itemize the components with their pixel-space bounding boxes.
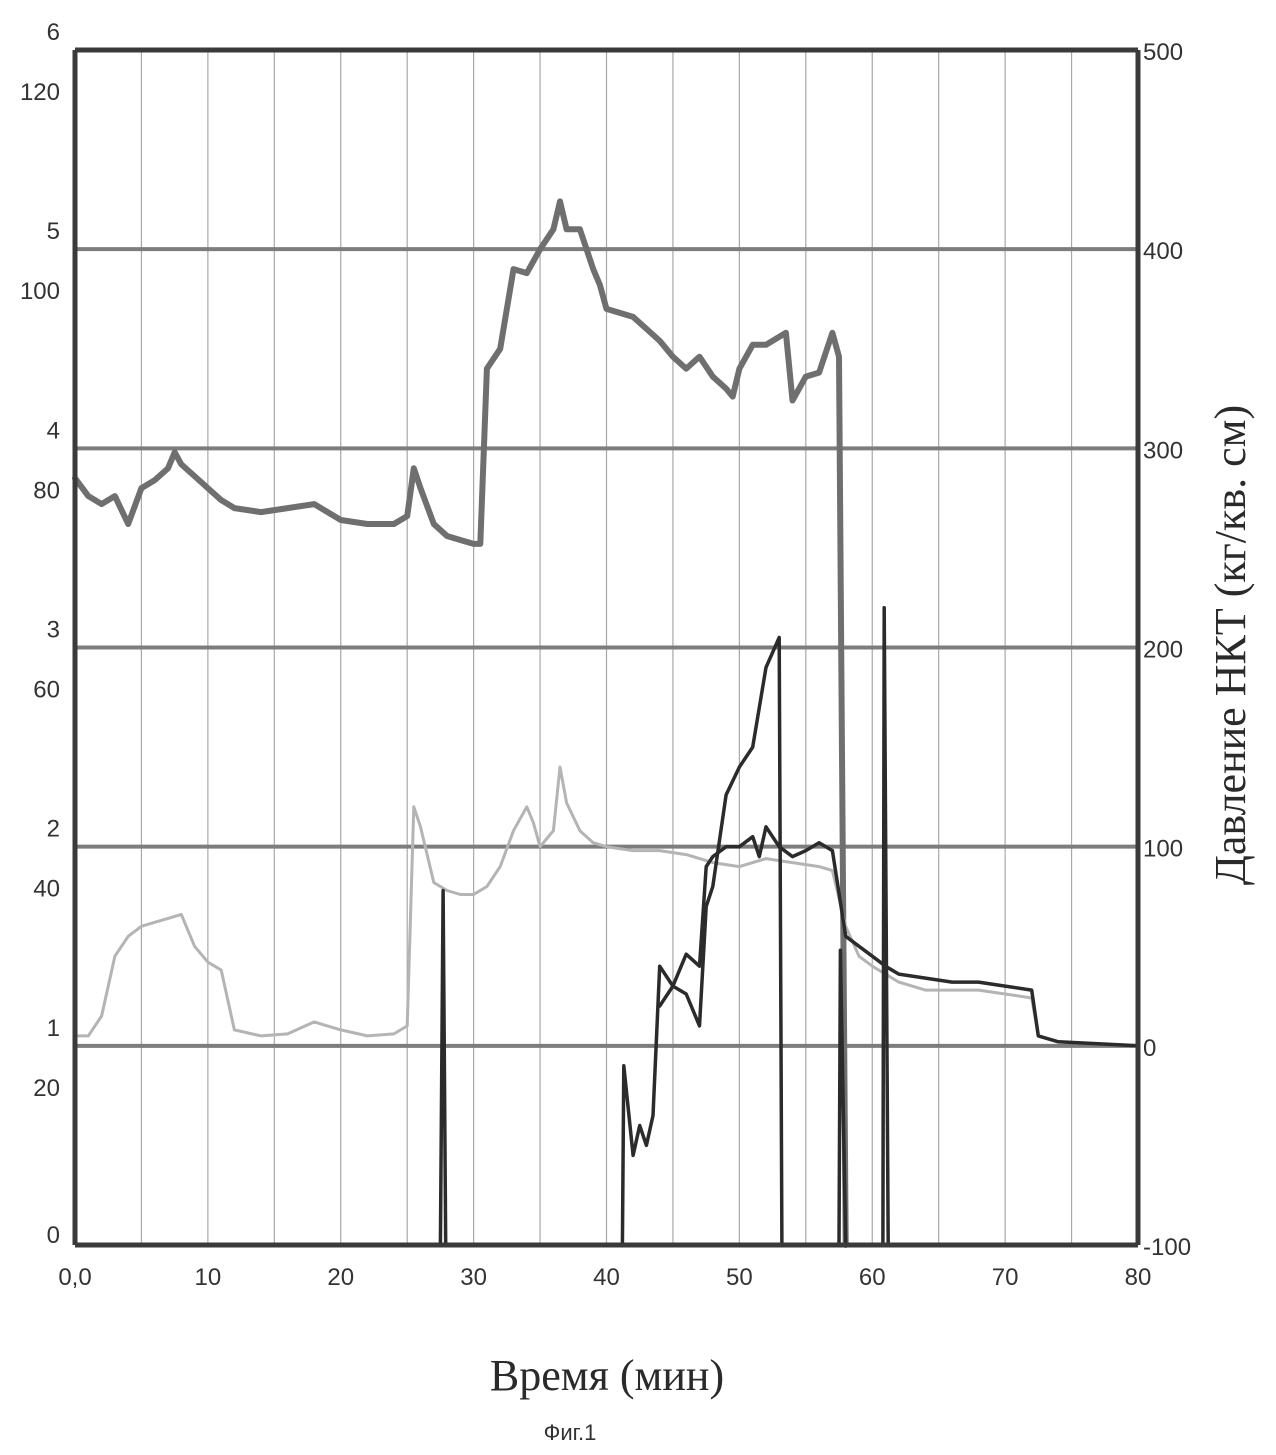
x-tick-label: 20 — [327, 1264, 354, 1291]
left-tick-label: 3 — [47, 617, 60, 644]
right-tick-label: 200 — [1143, 637, 1183, 664]
right-tick-label: 400 — [1143, 238, 1183, 265]
left-secondary-tick-label: 40 — [33, 876, 60, 903]
grid — [75, 50, 1138, 1245]
left-tick-label: 5 — [47, 218, 60, 245]
left-secondary-tick-label: 20 — [33, 1075, 60, 1102]
left-secondary-tick-label: 60 — [33, 677, 60, 704]
left-tick-label: 0 — [47, 1222, 60, 1249]
left-tick-label: 4 — [47, 417, 60, 444]
x-tick-label: 70 — [992, 1264, 1019, 1291]
x-tick-label: 80 — [1125, 1264, 1152, 1291]
x-tick-label: 10 — [195, 1264, 222, 1291]
left-secondary-tick-label: 100 — [20, 278, 60, 305]
series-line-3 — [440, 827, 1138, 1245]
figure-caption: Фиг.1 — [544, 1420, 597, 1445]
series-line-1 — [75, 201, 846, 1245]
right-tick-label: 300 — [1143, 437, 1183, 464]
series-line-4 — [660, 638, 782, 1246]
right-axis-title: Давление НКТ (кг/кв. см) — [1206, 405, 1255, 885]
left-tick-label: 6 — [47, 19, 60, 46]
x-axis-title: Время (мин) — [490, 1351, 724, 1400]
right-tick-label: 100 — [1143, 836, 1183, 863]
left-secondary-tick-label: 120 — [20, 79, 60, 106]
left-tick-label: 1 — [47, 1015, 60, 1042]
tick-labels: 0,0 10 20 30 40 50 60 70 80 0 1 2 3 4 5 6 20 40 60 80 100 120… — [20, 19, 1191, 1291]
x-tick-label: 60 — [859, 1264, 886, 1291]
x-tick-label: 40 — [593, 1264, 620, 1291]
x-tick-label: 0,0 — [58, 1264, 91, 1291]
x-tick-label: 30 — [460, 1264, 487, 1291]
right-tick-label: 0 — [1143, 1035, 1156, 1062]
right-tick-label: 500 — [1143, 39, 1183, 66]
left-secondary-tick-label: 80 — [33, 477, 60, 504]
right-tick-label: -100 — [1143, 1234, 1191, 1261]
left-tick-label: 2 — [47, 816, 60, 843]
x-tick-label: 50 — [726, 1264, 753, 1291]
